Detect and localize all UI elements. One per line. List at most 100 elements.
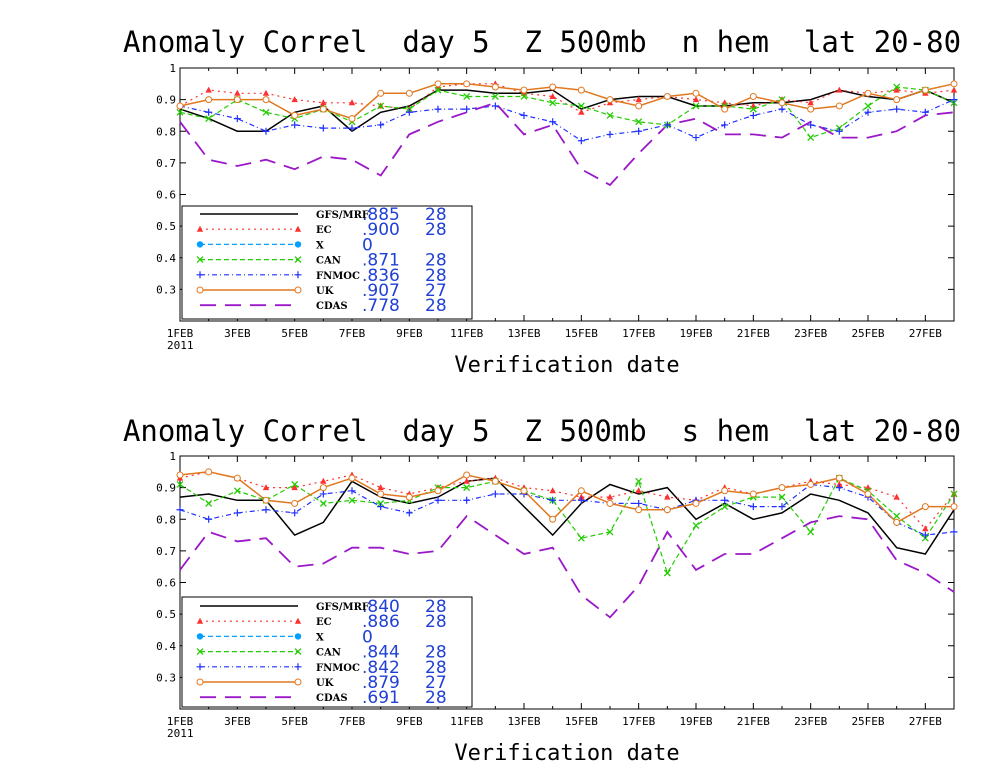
legend-marker — [196, 663, 204, 671]
data-point — [549, 515, 557, 523]
y-tick-label: 0.5 — [156, 220, 176, 233]
data-point — [233, 96, 241, 104]
data-point — [692, 499, 700, 507]
data-point — [635, 499, 643, 507]
data-point — [835, 127, 843, 135]
y-tick-label: 0.9 — [156, 482, 176, 495]
data-point — [205, 468, 213, 476]
chart-title: Anomaly Correl day 5 Z 500mb s hem lat 2… — [123, 414, 961, 448]
legend-series-name: UK — [316, 286, 334, 297]
x-tick-label: 5FEB — [281, 327, 308, 340]
legend-series-name: UK — [316, 678, 334, 689]
x-tick-label: 7FEB — [339, 327, 366, 340]
data-point — [835, 474, 843, 482]
data-point — [520, 487, 528, 495]
y-tick-label: 0.3 — [156, 671, 176, 684]
data-point — [434, 80, 442, 88]
x-tick-label: 1FEB — [167, 327, 194, 340]
legend-marker — [196, 241, 204, 248]
x-tick-label: 11FEB — [450, 327, 483, 340]
legend-marker — [196, 225, 204, 232]
data-point — [950, 80, 958, 88]
data-point — [491, 83, 499, 91]
legend-score: .840 — [362, 597, 400, 617]
series-markers — [176, 80, 958, 145]
x-tick-label: 25FEB — [851, 715, 884, 728]
data-point — [205, 108, 213, 116]
legend-series-name: EC — [316, 225, 332, 236]
legend-score: .871 — [362, 251, 400, 271]
data-point — [721, 487, 729, 495]
y-tick-label: 0.9 — [156, 94, 176, 107]
data-point — [864, 102, 872, 110]
legend: GFS/MRF.885 28 EC .900 28 X 0 CAN .871 28 FNMOC .83… — [181, 205, 473, 320]
y-tick-label: 0.6 — [156, 577, 176, 590]
x-tick-label: 1FEB — [167, 715, 194, 728]
data-point — [176, 481, 184, 488]
data-point — [778, 493, 786, 501]
y-tick-label: 0.8 — [156, 125, 176, 138]
data-point — [606, 96, 614, 104]
data-point — [434, 496, 442, 504]
x-tick-label: 27FEB — [909, 715, 942, 728]
x-tick-label: 23FEB — [794, 327, 827, 340]
data-point — [205, 515, 213, 523]
data-point — [491, 490, 499, 498]
data-point — [807, 480, 815, 488]
data-point — [835, 102, 843, 110]
nhem-panel: Anomaly Correl day 5 Z 500mb n hem lat 2… — [123, 25, 961, 378]
data-point — [320, 477, 327, 484]
data-point — [807, 134, 815, 142]
x-tick-label: 21FEB — [737, 327, 770, 340]
legend-series-name: CAN — [316, 256, 341, 267]
legend-series-name: CDAS — [316, 301, 348, 312]
data-point — [205, 499, 213, 507]
legend-count: 28 — [425, 296, 447, 316]
data-point — [262, 506, 270, 514]
legend-score: .836 — [362, 266, 400, 286]
data-point — [893, 83, 901, 91]
data-point — [663, 92, 671, 100]
legend-marker — [196, 286, 204, 294]
data-point — [778, 105, 786, 113]
data-point — [578, 493, 585, 500]
data-point — [635, 477, 643, 485]
data-point — [463, 484, 471, 492]
data-point — [463, 477, 470, 484]
data-point — [348, 496, 356, 504]
x-tick-label: 27FEB — [909, 327, 942, 340]
data-point — [749, 503, 757, 511]
data-point — [778, 484, 786, 492]
data-point — [176, 108, 184, 116]
data-point — [463, 471, 471, 479]
data-point — [463, 93, 471, 100]
data-point — [262, 484, 270, 491]
data-point — [749, 92, 757, 100]
data-point — [635, 487, 642, 494]
legend-marker — [294, 256, 302, 264]
series-line-can — [179, 86, 955, 139]
legend-marker — [196, 256, 204, 264]
data-point — [348, 115, 356, 123]
data-point — [864, 89, 872, 97]
data-point — [664, 493, 671, 500]
data-point — [635, 96, 642, 103]
x-tick-label: 15FEB — [565, 715, 598, 728]
y-tick-label: 0.5 — [156, 608, 176, 621]
y-tick-label: 1 — [169, 62, 176, 75]
data-point — [262, 127, 270, 135]
y-tick-label: 1 — [169, 450, 176, 463]
series-line-uk — [179, 83, 955, 120]
legend-count: 27 — [425, 281, 447, 301]
legend-score: .886 — [362, 612, 400, 632]
series-line-fnmoc — [179, 99, 955, 142]
series-lines — [179, 471, 955, 619]
data-point — [348, 99, 356, 106]
data-point — [520, 86, 528, 94]
data-point — [807, 99, 814, 106]
data-point — [262, 108, 270, 116]
data-point — [377, 89, 385, 97]
x-tick-label: 23FEB — [794, 715, 827, 728]
series-line-cdas — [179, 101, 955, 187]
